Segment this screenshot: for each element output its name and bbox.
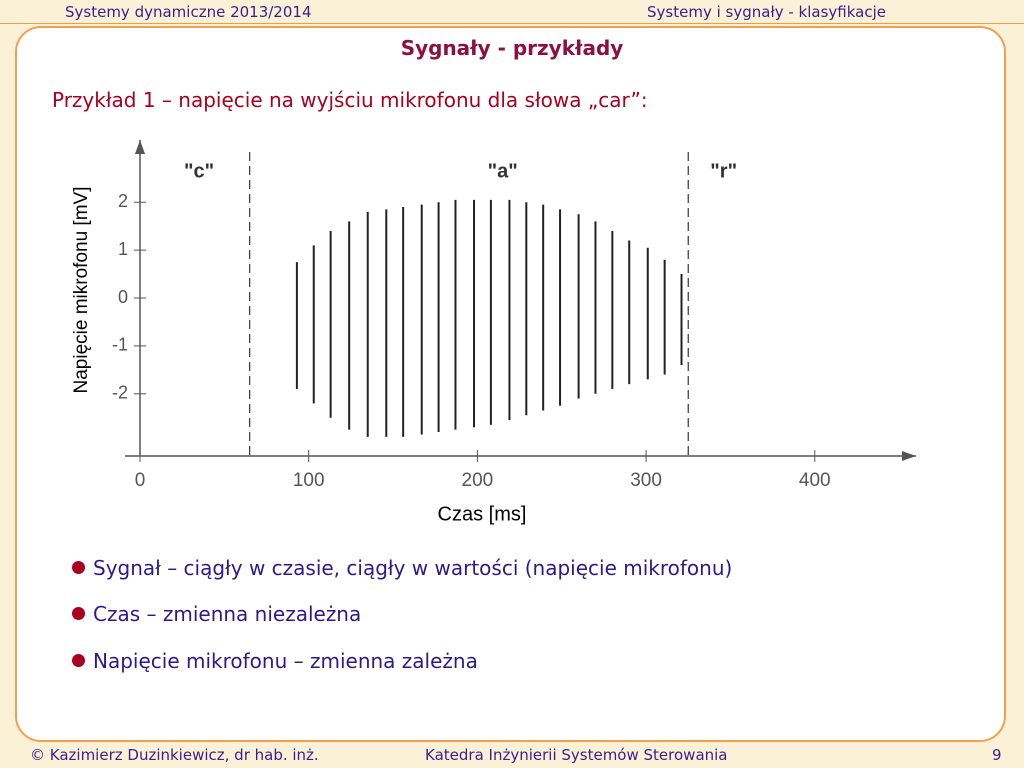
- x-tick-label: 400: [799, 470, 831, 491]
- bullet-dot: [72, 607, 85, 620]
- y-tick-label: 0: [118, 287, 128, 307]
- y-axis-arrow: [135, 140, 145, 154]
- subtitle: Przykład 1 – napięcie na wyjściu mikrofo…: [52, 88, 648, 112]
- bullet: Czas – zmienna niezależna: [72, 602, 361, 626]
- y-tick-label: 2: [118, 191, 128, 211]
- segment-label: "r": [710, 160, 737, 182]
- bullet-dot: [72, 561, 85, 574]
- bullet-text: Czas – zmienna niezależna: [93, 602, 362, 626]
- bullet-dot: [72, 654, 85, 667]
- header-right: Systemy i sygnały - klasyfikacje: [647, 3, 886, 21]
- x-axis-label: Czas [ms]: [438, 503, 527, 525]
- y-axis-label: Napięcie mikrofonu [mV]: [71, 187, 92, 394]
- footer-author: © Kazimierz Duzinkiewicz, dr hab. inż.: [30, 746, 319, 764]
- y-tick-label: -1: [112, 335, 128, 355]
- x-tick-label: 100: [293, 470, 325, 491]
- y-tick-label: 1: [118, 239, 128, 259]
- bullet-text: Sygnał – ciągły w czasie, ciągły w warto…: [93, 556, 733, 580]
- x-tick-label: 300: [630, 470, 662, 491]
- y-tick-label: -2: [112, 383, 128, 403]
- x-tick-label: 0: [135, 470, 146, 491]
- bullet: Sygnał – ciągły w czasie, ciągły w warto…: [72, 556, 732, 580]
- x-tick-label: 200: [462, 470, 494, 491]
- header-rule: [0, 23, 1024, 24]
- header-left: Systemy dynamiczne 2013/2014: [65, 3, 312, 21]
- page-number: 9: [992, 746, 1002, 764]
- content-panel: [15, 26, 1006, 742]
- slide-title: Sygnały - przykłady: [400, 36, 624, 60]
- bullet: Napięcie mikrofonu – zmienna zależna: [72, 649, 478, 673]
- bullet-text: Napięcie mikrofonu – zmienna zależna: [93, 649, 478, 673]
- segment-label: "c": [184, 160, 214, 182]
- x-axis-arrow: [902, 451, 916, 461]
- footer-dept: Katedra Inżynierii Systemów Sterowania: [425, 746, 728, 764]
- segment-label: "a": [488, 160, 518, 182]
